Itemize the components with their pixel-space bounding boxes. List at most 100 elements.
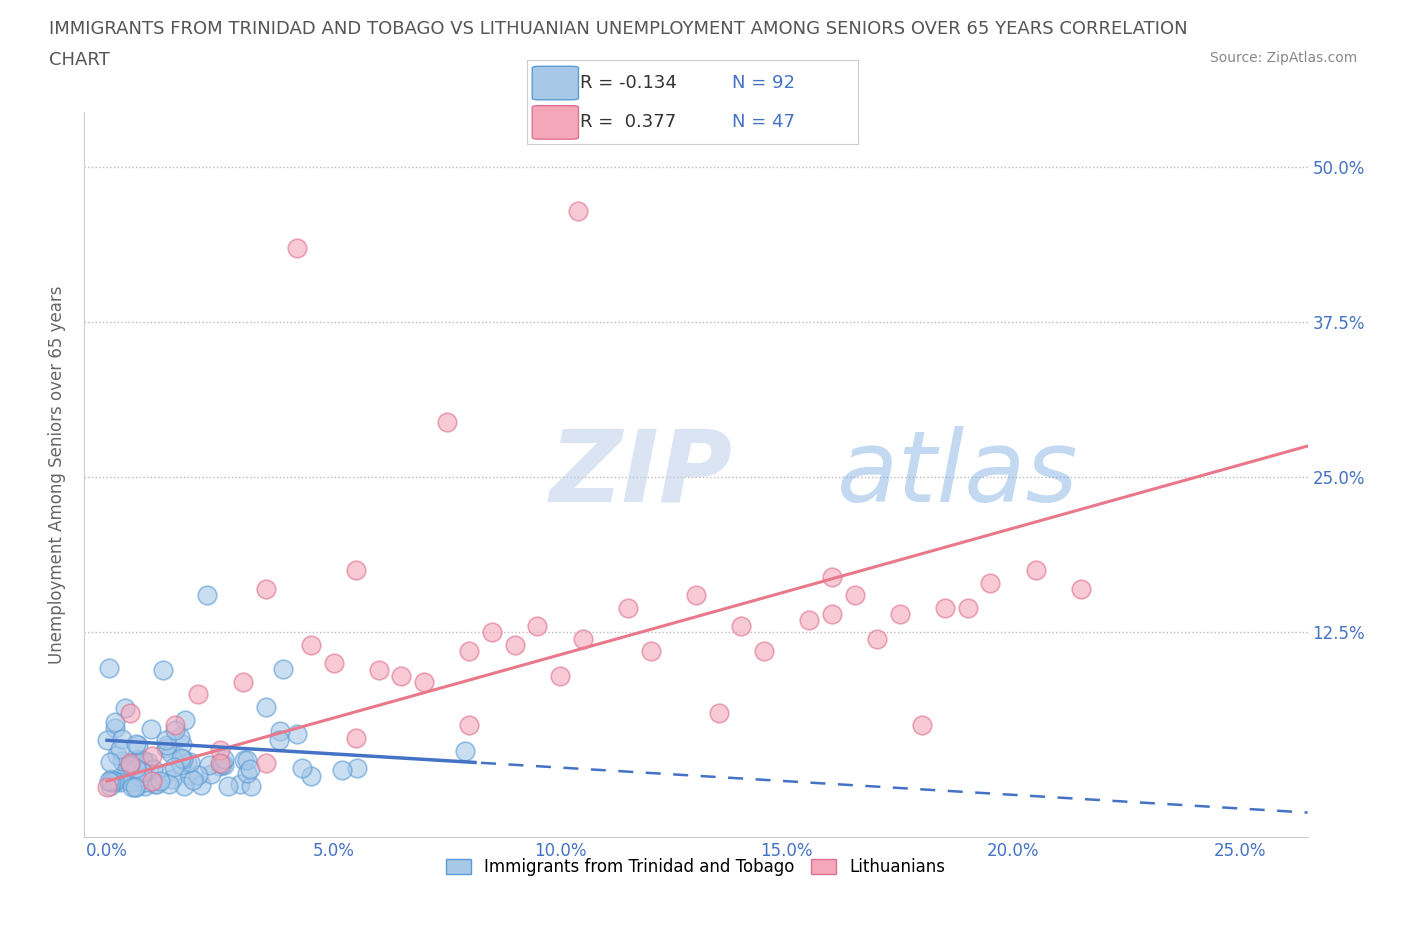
Point (254, 699, 277, 714)
Point (96, 780, 118, 795)
Point (254, 755, 277, 770)
Point (730, 618, 752, 633)
Point (844, 588, 866, 603)
Point (911, 718, 934, 733)
Point (979, 576, 1001, 591)
Point (181, 772, 204, 787)
Point (103, 721, 125, 736)
Point (155, 740, 177, 755)
Point (285, 241, 308, 256)
Point (235, 765, 257, 780)
Point (110, 742, 132, 757)
Point (190, 777, 212, 792)
Y-axis label: Unemployment Among Seniors over 65 years: Unemployment Among Seniors over 65 years (48, 286, 66, 663)
Point (118, 706, 141, 721)
Point (571, 631, 593, 646)
Point (239, 778, 262, 793)
Point (752, 644, 775, 658)
Point (103, 773, 125, 788)
Point (118, 755, 141, 770)
Point (159, 745, 181, 760)
Point (96, 733, 118, 748)
Point (707, 706, 730, 721)
Point (344, 563, 367, 578)
Point (436, 414, 458, 429)
Point (124, 779, 146, 794)
Point (481, 625, 503, 640)
Point (344, 730, 367, 745)
Point (142, 774, 165, 789)
Point (889, 606, 911, 621)
Point (413, 674, 436, 689)
Point (134, 778, 156, 793)
Point (100, 775, 122, 790)
Point (136, 754, 159, 769)
Point (232, 674, 254, 689)
Point (956, 600, 979, 615)
Point (617, 600, 640, 615)
Point (177, 767, 200, 782)
Point (127, 751, 149, 766)
Point (135, 775, 157, 790)
Text: CHART: CHART (49, 51, 110, 69)
Text: R = -0.134: R = -0.134 (581, 74, 678, 92)
Point (141, 774, 163, 789)
Point (98, 754, 121, 769)
Point (173, 778, 195, 793)
Point (209, 755, 232, 770)
Point (458, 644, 481, 658)
Point (195, 588, 218, 603)
Point (104, 775, 127, 790)
Point (567, 204, 589, 219)
Point (131, 754, 153, 769)
Point (267, 733, 290, 748)
Point (111, 753, 134, 768)
Point (174, 712, 197, 727)
Point (131, 764, 153, 779)
Point (141, 749, 163, 764)
Point (211, 756, 233, 771)
Text: R =  0.377: R = 0.377 (581, 113, 676, 131)
Point (866, 631, 889, 646)
Point (236, 752, 259, 767)
Point (176, 756, 198, 771)
Point (152, 663, 174, 678)
Point (170, 737, 193, 751)
Point (145, 777, 167, 791)
Point (98, 779, 121, 794)
Point (139, 722, 162, 737)
Point (548, 669, 571, 684)
Point (285, 727, 308, 742)
Point (685, 588, 707, 603)
Point (291, 761, 314, 776)
Point (198, 758, 221, 773)
Point (1070, 581, 1092, 596)
Point (97, 660, 120, 675)
Point (367, 662, 389, 677)
Point (125, 763, 148, 777)
Point (163, 718, 186, 733)
Point (526, 618, 548, 633)
Point (127, 737, 149, 752)
Point (299, 769, 322, 784)
Point (299, 637, 322, 652)
Point (200, 766, 222, 781)
Text: ZIP: ZIP (550, 426, 733, 523)
Point (239, 762, 262, 777)
Point (114, 768, 136, 783)
Point (170, 751, 193, 765)
FancyBboxPatch shape (533, 106, 578, 140)
Point (117, 762, 139, 777)
Point (124, 779, 146, 794)
FancyBboxPatch shape (533, 66, 578, 100)
Point (111, 731, 134, 746)
Point (163, 723, 186, 737)
Point (217, 778, 239, 793)
Point (454, 743, 477, 758)
Point (104, 715, 127, 730)
Point (132, 752, 155, 767)
Point (162, 760, 184, 775)
Point (232, 752, 254, 767)
Point (229, 777, 252, 791)
Point (214, 751, 236, 766)
